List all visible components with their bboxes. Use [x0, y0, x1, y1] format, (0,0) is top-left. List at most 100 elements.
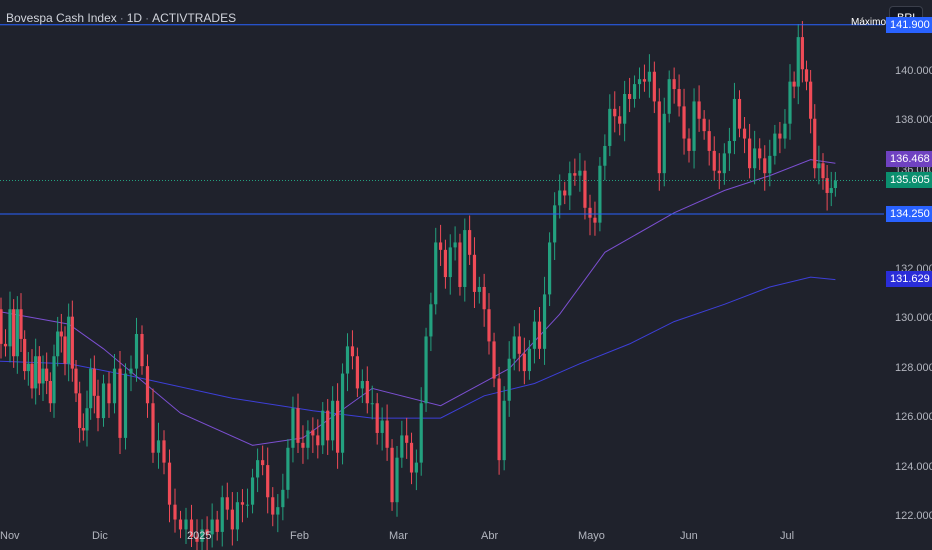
- candle-body: [336, 400, 340, 453]
- candle: [326, 399, 330, 455]
- candle: [215, 510, 219, 541]
- candle: [355, 347, 359, 398]
- candle-body: [517, 336, 521, 354]
- candlestick-series: [0, 21, 837, 550]
- candle: [448, 234, 452, 295]
- candle: [492, 332, 496, 388]
- candle: [438, 224, 443, 266]
- candle-body: [677, 89, 681, 107]
- candle-body: [301, 442, 305, 448]
- candle-body: [365, 380, 369, 404]
- candle: [56, 316, 60, 367]
- moving-average-fast: [0, 159, 836, 446]
- candle-body: [56, 331, 60, 357]
- candle-body: [167, 462, 172, 505]
- candle-body: [568, 173, 572, 196]
- candle: [52, 344, 56, 418]
- candle: [12, 299, 16, 368]
- level-low-badge: 134.250: [886, 205, 932, 222]
- candle-body: [813, 118, 817, 169]
- candle-body: [593, 217, 597, 223]
- candle: [112, 354, 117, 414]
- candle-body: [78, 393, 82, 428]
- candle-body: [628, 94, 632, 99]
- candle: [603, 134, 607, 181]
- candle: [205, 516, 209, 550]
- candle: [250, 468, 255, 514]
- candle: [463, 218, 467, 302]
- candle: [81, 413, 85, 441]
- candle-body: [250, 477, 255, 505]
- candle-body: [360, 380, 364, 389]
- candle: [583, 160, 587, 220]
- candle: [129, 355, 133, 392]
- level-high-badge: 141.900: [886, 16, 932, 33]
- candle-body: [195, 536, 199, 542]
- candle: [145, 354, 150, 418]
- candle: [15, 296, 19, 374]
- candle-body: [30, 363, 34, 389]
- candle: [266, 447, 270, 514]
- candle: [434, 227, 438, 315]
- candle: [336, 383, 340, 469]
- candle: [89, 358, 93, 420]
- candle-body: [321, 410, 325, 446]
- time-tick-label: Feb: [290, 530, 309, 542]
- candle: [588, 194, 592, 236]
- candle-body: [129, 368, 133, 374]
- candle: [532, 309, 537, 364]
- candle-body: [558, 190, 562, 206]
- candle-body: [140, 333, 144, 367]
- candle: [613, 91, 617, 133]
- candle: [405, 417, 409, 459]
- candle-body: [492, 341, 496, 379]
- time-tick-label: Jul: [780, 530, 795, 542]
- candle-body: [296, 408, 300, 443]
- data-source: ACTIVTRADES: [152, 11, 237, 25]
- time-tick-label: Abr: [481, 530, 499, 542]
- candle-body: [34, 356, 38, 389]
- candle-body: [829, 188, 833, 193]
- candle: [220, 485, 224, 547]
- candle-body: [773, 133, 777, 156]
- candle-body: [380, 420, 384, 433]
- candle: [672, 67, 676, 104]
- candle: [662, 97, 666, 187]
- candle-body: [37, 356, 41, 384]
- candle: [360, 369, 364, 404]
- candle-body: [647, 71, 651, 82]
- candle-body: [652, 71, 656, 102]
- candle: [809, 70, 813, 134]
- candle: [63, 326, 67, 376]
- candle: [623, 80, 627, 142]
- candle-body: [281, 489, 285, 508]
- candle-body: [316, 435, 320, 446]
- candle: [507, 341, 511, 417]
- candle-body: [395, 457, 399, 503]
- candle-body: [768, 155, 772, 174]
- candle-body: [41, 368, 45, 384]
- candle-body: [583, 170, 587, 208]
- candle-body: [261, 460, 265, 466]
- time-tick-label: Dic: [92, 530, 108, 542]
- candle: [45, 352, 49, 395]
- candle-body: [385, 420, 389, 448]
- candle-body: [370, 403, 374, 405]
- candle-body: [81, 427, 85, 431]
- candle-body: [623, 94, 627, 124]
- candle-body: [173, 504, 177, 520]
- candle-body: [542, 294, 547, 349]
- ma-slow-badge: 131.629: [886, 270, 932, 287]
- candle-body: [763, 158, 767, 174]
- candle-body: [123, 373, 128, 438]
- candle-body: [220, 497, 224, 532]
- candle: [817, 145, 821, 185]
- candle: [453, 226, 457, 261]
- candle-body: [225, 497, 229, 510]
- candle: [768, 139, 772, 187]
- candle: [331, 386, 335, 451]
- candle: [156, 422, 161, 469]
- candle: [96, 379, 100, 432]
- candle: [758, 138, 762, 170]
